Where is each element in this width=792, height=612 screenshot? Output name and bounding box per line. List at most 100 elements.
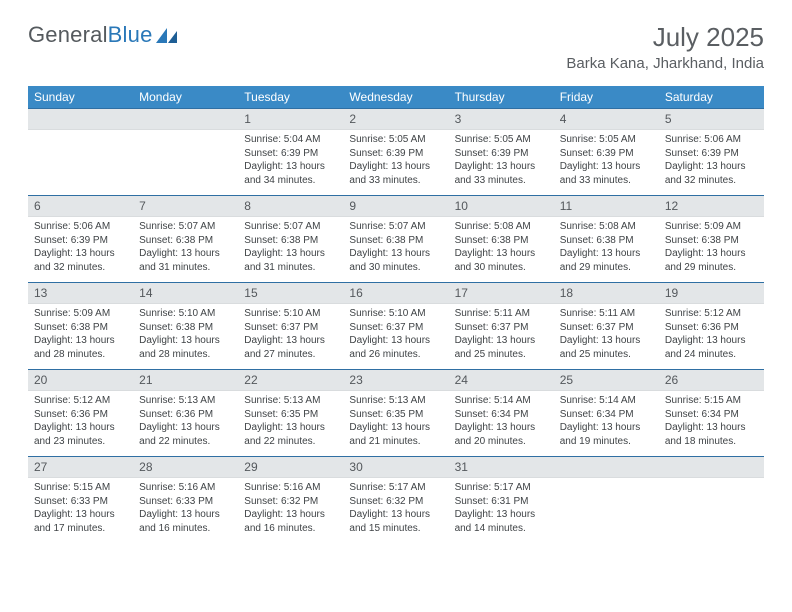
- cell-body: Sunrise: 5:16 AMSunset: 6:32 PMDaylight:…: [238, 478, 343, 543]
- cell-body: Sunrise: 5:14 AMSunset: 6:34 PMDaylight:…: [449, 391, 554, 456]
- cell-line: Sunset: 6:37 PM: [349, 321, 442, 335]
- cell-line: Sunset: 6:32 PM: [349, 495, 442, 509]
- day-number: 29: [238, 457, 343, 478]
- day-number: 19: [659, 283, 764, 304]
- cell-line: Daylight: 13 hours: [665, 247, 758, 261]
- cell-line: Daylight: 13 hours: [244, 247, 337, 261]
- calendar-cell: 24Sunrise: 5:14 AMSunset: 6:34 PMDayligh…: [449, 370, 554, 457]
- cell-line: Sunrise: 5:14 AM: [560, 394, 653, 408]
- calendar-cell: 29Sunrise: 5:16 AMSunset: 6:32 PMDayligh…: [238, 457, 343, 544]
- calendar-cell: 6Sunrise: 5:06 AMSunset: 6:39 PMDaylight…: [28, 196, 133, 283]
- brand-sail-icon: [156, 26, 178, 44]
- cell-line: Sunset: 6:38 PM: [244, 234, 337, 248]
- week-row: 20Sunrise: 5:12 AMSunset: 6:36 PMDayligh…: [28, 370, 764, 457]
- cell-line: Sunrise: 5:12 AM: [665, 307, 758, 321]
- cell-line: Sunset: 6:36 PM: [139, 408, 232, 422]
- calendar-cell: 15Sunrise: 5:10 AMSunset: 6:37 PMDayligh…: [238, 283, 343, 370]
- cell-line: and 28 minutes.: [139, 348, 232, 362]
- day-number: 8: [238, 196, 343, 217]
- calendar-cell: 12Sunrise: 5:09 AMSunset: 6:38 PMDayligh…: [659, 196, 764, 283]
- calendar-cell: 28Sunrise: 5:16 AMSunset: 6:33 PMDayligh…: [133, 457, 238, 544]
- day-number: 20: [28, 370, 133, 391]
- cell-line: Sunrise: 5:10 AM: [244, 307, 337, 321]
- cell-body: Sunrise: 5:14 AMSunset: 6:34 PMDaylight:…: [554, 391, 659, 456]
- cell-line: Sunset: 6:39 PM: [455, 147, 548, 161]
- cell-line: Daylight: 13 hours: [349, 421, 442, 435]
- day-header: Friday: [554, 86, 659, 109]
- cell-body: Sunrise: 5:11 AMSunset: 6:37 PMDaylight:…: [449, 304, 554, 369]
- calendar-cell: .: [28, 109, 133, 196]
- cell-line: Sunrise: 5:08 AM: [455, 220, 548, 234]
- cell-body: Sunrise: 5:10 AMSunset: 6:38 PMDaylight:…: [133, 304, 238, 369]
- brand-logo: GeneralBlue: [28, 22, 178, 48]
- cell-line: Daylight: 13 hours: [244, 421, 337, 435]
- cell-body: Sunrise: 5:16 AMSunset: 6:33 PMDaylight:…: [133, 478, 238, 543]
- cell-line: Daylight: 13 hours: [139, 247, 232, 261]
- day-number: 17: [449, 283, 554, 304]
- calendar-cell: 20Sunrise: 5:12 AMSunset: 6:36 PMDayligh…: [28, 370, 133, 457]
- calendar-body: ..1Sunrise: 5:04 AMSunset: 6:39 PMDaylig…: [28, 109, 764, 544]
- cell-line: Sunset: 6:35 PM: [244, 408, 337, 422]
- calendar-cell: 9Sunrise: 5:07 AMSunset: 6:38 PMDaylight…: [343, 196, 448, 283]
- cell-line: Sunset: 6:38 PM: [665, 234, 758, 248]
- day-number: 24: [449, 370, 554, 391]
- week-row: 27Sunrise: 5:15 AMSunset: 6:33 PMDayligh…: [28, 457, 764, 544]
- day-number: 14: [133, 283, 238, 304]
- cell-line: Sunrise: 5:16 AM: [139, 481, 232, 495]
- cell-body: Sunrise: 5:08 AMSunset: 6:38 PMDaylight:…: [449, 217, 554, 282]
- calendar-cell: 4Sunrise: 5:05 AMSunset: 6:39 PMDaylight…: [554, 109, 659, 196]
- day-number: 13: [28, 283, 133, 304]
- cell-line: and 28 minutes.: [34, 348, 127, 362]
- cell-line: Daylight: 13 hours: [349, 334, 442, 348]
- cell-line: Daylight: 13 hours: [455, 508, 548, 522]
- cell-line: Sunset: 6:38 PM: [139, 234, 232, 248]
- day-number: 16: [343, 283, 448, 304]
- cell-line: Sunset: 6:39 PM: [665, 147, 758, 161]
- cell-line: Sunrise: 5:10 AM: [139, 307, 232, 321]
- cell-line: Daylight: 13 hours: [560, 421, 653, 435]
- cell-body: Sunrise: 5:12 AMSunset: 6:36 PMDaylight:…: [28, 391, 133, 456]
- day-number: 30: [343, 457, 448, 478]
- cell-line: Sunset: 6:31 PM: [455, 495, 548, 509]
- cell-line: and 32 minutes.: [34, 261, 127, 275]
- cell-body: Sunrise: 5:17 AMSunset: 6:31 PMDaylight:…: [449, 478, 554, 543]
- cell-line: Daylight: 13 hours: [665, 160, 758, 174]
- cell-line: Sunrise: 5:13 AM: [244, 394, 337, 408]
- cell-line: Sunrise: 5:05 AM: [349, 133, 442, 147]
- day-number: 11: [554, 196, 659, 217]
- cell-line: Sunrise: 5:12 AM: [34, 394, 127, 408]
- cell-line: Daylight: 13 hours: [665, 421, 758, 435]
- calendar-cell: 10Sunrise: 5:08 AMSunset: 6:38 PMDayligh…: [449, 196, 554, 283]
- cell-line: and 14 minutes.: [455, 522, 548, 536]
- brand-text-1: General: [28, 22, 108, 47]
- cell-line: Daylight: 13 hours: [139, 334, 232, 348]
- cell-line: and 16 minutes.: [139, 522, 232, 536]
- cell-body: Sunrise: 5:10 AMSunset: 6:37 PMDaylight:…: [238, 304, 343, 369]
- cell-line: Sunrise: 5:07 AM: [139, 220, 232, 234]
- day-number: 5: [659, 109, 764, 130]
- cell-line: Sunrise: 5:11 AM: [560, 307, 653, 321]
- day-header: Saturday: [659, 86, 764, 109]
- cell-line: Sunrise: 5:07 AM: [244, 220, 337, 234]
- day-number: 18: [554, 283, 659, 304]
- calendar-cell: 3Sunrise: 5:05 AMSunset: 6:39 PMDaylight…: [449, 109, 554, 196]
- cell-line: Sunset: 6:35 PM: [349, 408, 442, 422]
- cell-line: Daylight: 13 hours: [349, 508, 442, 522]
- cell-line: Daylight: 13 hours: [34, 247, 127, 261]
- week-row: ..1Sunrise: 5:04 AMSunset: 6:39 PMDaylig…: [28, 109, 764, 196]
- cell-line: and 18 minutes.: [665, 435, 758, 449]
- day-number: 27: [28, 457, 133, 478]
- cell-line: Sunset: 6:38 PM: [139, 321, 232, 335]
- cell-body: Sunrise: 5:11 AMSunset: 6:37 PMDaylight:…: [554, 304, 659, 369]
- cell-line: and 25 minutes.: [560, 348, 653, 362]
- day-number: 12: [659, 196, 764, 217]
- calendar-cell: 11Sunrise: 5:08 AMSunset: 6:38 PMDayligh…: [554, 196, 659, 283]
- cell-body: Sunrise: 5:13 AMSunset: 6:35 PMDaylight:…: [343, 391, 448, 456]
- month-title: July 2025: [566, 22, 764, 53]
- cell-line: and 33 minutes.: [560, 174, 653, 188]
- calendar-cell: 2Sunrise: 5:05 AMSunset: 6:39 PMDaylight…: [343, 109, 448, 196]
- calendar-table: SundayMondayTuesdayWednesdayThursdayFrid…: [28, 86, 764, 543]
- cell-line: Sunrise: 5:04 AM: [244, 133, 337, 147]
- cell-line: Sunrise: 5:06 AM: [665, 133, 758, 147]
- week-row: 13Sunrise: 5:09 AMSunset: 6:38 PMDayligh…: [28, 283, 764, 370]
